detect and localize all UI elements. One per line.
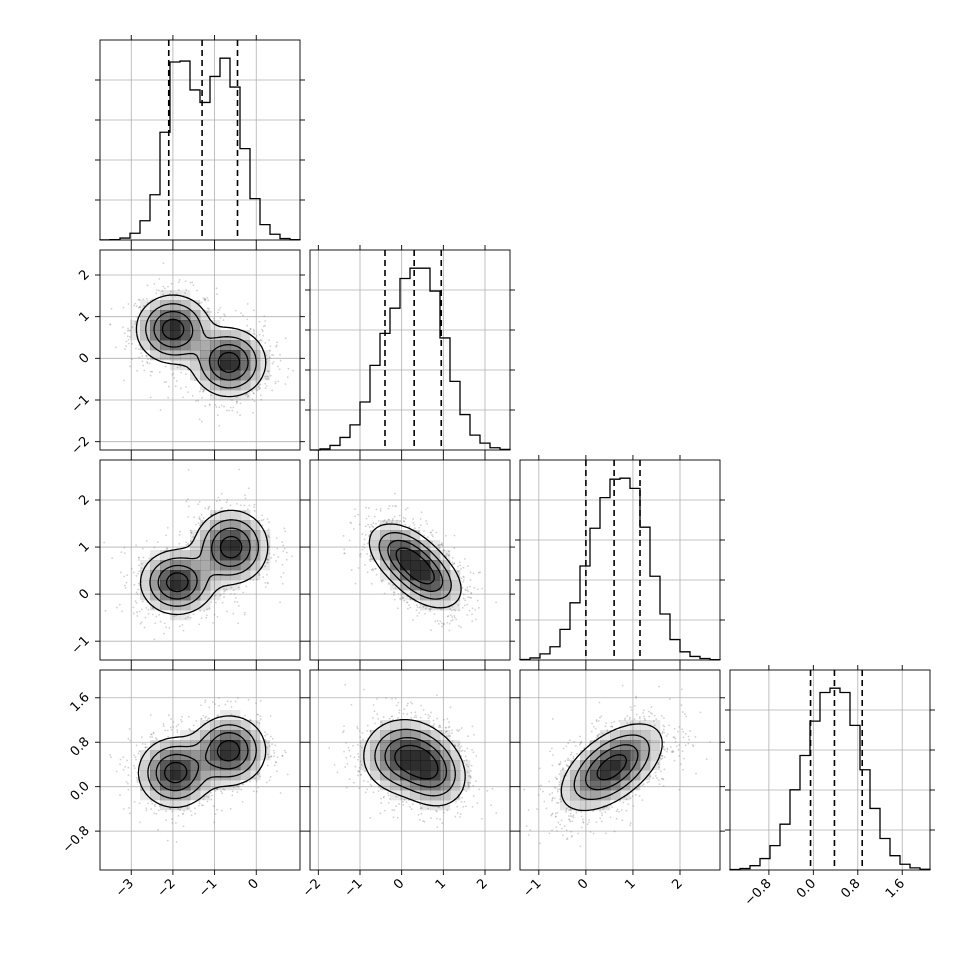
- contour-lines: [137, 715, 267, 809]
- y-tick-label: −1: [69, 392, 93, 416]
- x-tick-label: −1: [196, 876, 220, 900]
- hist-panel-p2: [515, 455, 725, 665]
- axes-frame: [99, 669, 301, 871]
- x-tick-label: −1: [342, 876, 366, 900]
- y-tick-label: −2: [69, 434, 93, 458]
- y-tick-label: 0: [76, 351, 92, 367]
- axes-frame: [99, 459, 301, 661]
- x-tick-label: 2: [669, 876, 685, 892]
- histogram-p0: [99, 57, 301, 241]
- histogram-p2: [519, 477, 721, 661]
- axes-frame: [309, 669, 511, 871]
- axes-frame: [729, 669, 931, 871]
- histogram-p1: [310, 267, 511, 451]
- grid-lines: [100, 40, 300, 240]
- y-tick-label: 1.6: [68, 690, 93, 715]
- scatter-points: [109, 262, 295, 427]
- histogram-p3: [729, 687, 931, 871]
- x-tick-label: 0: [575, 876, 591, 892]
- x-tick-label: 0: [246, 876, 262, 892]
- contour-lines: [363, 718, 466, 807]
- scatter-points: [523, 684, 711, 848]
- axes-frame: [309, 249, 511, 451]
- axes-frame: [519, 669, 721, 871]
- density-cells: [370, 520, 461, 611]
- hist-panel-p1: [305, 245, 515, 455]
- x-tick-label: 2: [474, 876, 490, 892]
- grid-lines: [520, 460, 720, 660]
- contour-lines: [560, 723, 663, 812]
- hist-panel-p3: [725, 665, 935, 875]
- y-tick-label: 0: [76, 586, 92, 602]
- hist-panel-p0: [95, 35, 305, 245]
- density-cells: [140, 710, 271, 811]
- y-tick-label: 1: [76, 539, 92, 555]
- pair-panel-p0-p3: [95, 665, 305, 875]
- y-tick-label: −1: [69, 633, 93, 657]
- grid-lines: [100, 460, 300, 660]
- y-tick-label: 2: [76, 492, 92, 508]
- contour-lines: [139, 509, 269, 616]
- pair-panel-p1-p3: [305, 665, 515, 875]
- axes-frame: [519, 459, 721, 661]
- x-tick-label: 0.0: [794, 876, 819, 901]
- x-tick-label: −1: [520, 876, 544, 900]
- y-tick-label: 2: [76, 267, 92, 283]
- y-tick-label: 0.8: [68, 734, 93, 759]
- contour-lines: [135, 294, 267, 398]
- x-tick-label: 1: [433, 876, 449, 892]
- pair-panel-p2-p3: [515, 665, 725, 875]
- pair-panel-p1-p2: [305, 455, 515, 665]
- axes-frame: [99, 249, 301, 451]
- scatter-points: [342, 492, 498, 632]
- y-tick-label: −0.8: [60, 823, 93, 856]
- x-tick-label: −2: [300, 876, 324, 900]
- grid-lines: [520, 670, 720, 870]
- axes-frame: [309, 459, 511, 661]
- x-tick-label: −0.8: [742, 876, 775, 909]
- grid-lines: [730, 670, 930, 870]
- grid-lines: [310, 250, 510, 450]
- x-tick-label: −3: [113, 876, 137, 900]
- pair-panel-p0-p2: [95, 455, 305, 665]
- x-tick-label: 0: [391, 876, 407, 892]
- y-tick-label: 0.0: [68, 779, 93, 804]
- x-tick-label: 0.8: [838, 876, 863, 901]
- pair-panel-p0-p1: [95, 245, 305, 455]
- x-tick-label: 1.6: [883, 876, 908, 901]
- contour-lines: [368, 523, 462, 609]
- axes-frame: [99, 39, 301, 241]
- density-cells: [560, 720, 661, 811]
- x-tick-label: −2: [155, 876, 179, 900]
- x-tick-label: 1: [622, 876, 638, 892]
- y-tick-label: 1: [76, 309, 92, 325]
